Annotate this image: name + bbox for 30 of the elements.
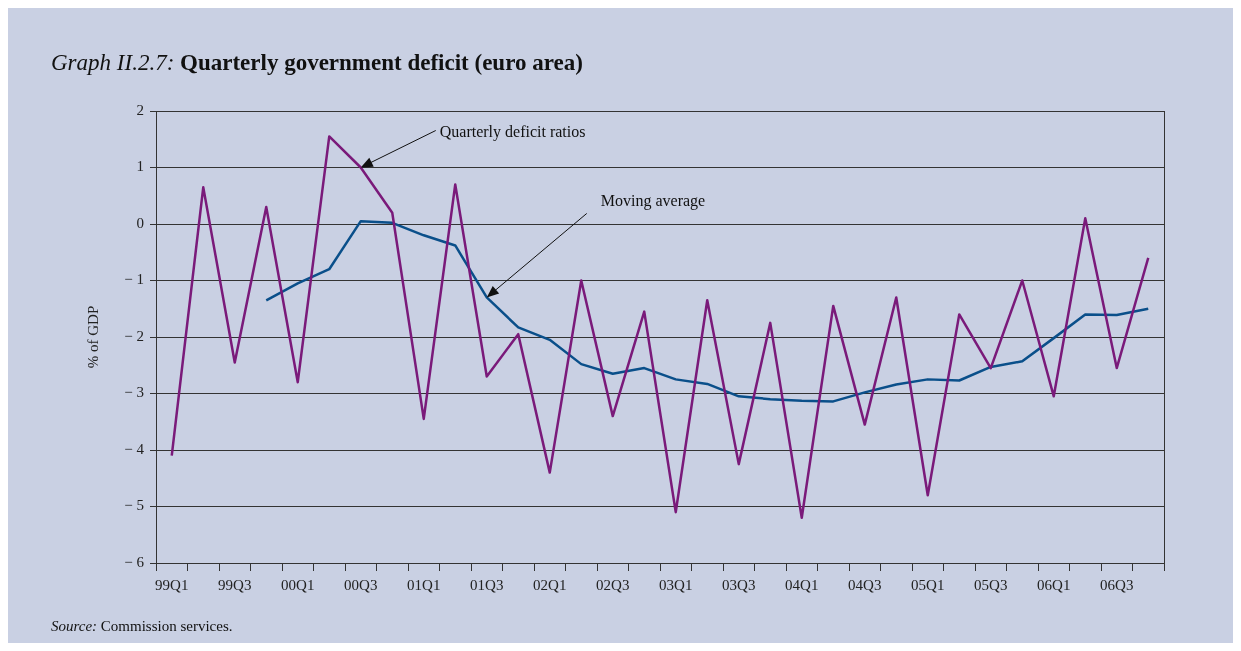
y-tick-label: 0 [136, 214, 144, 231]
y-tick-label: − 5 [124, 497, 144, 514]
x-tick-label: 05Q3 [974, 576, 1008, 593]
x-tick-label: 01Q1 [407, 576, 441, 593]
x-tick-label: 00Q1 [281, 576, 315, 593]
x-tick-label: 06Q3 [1100, 576, 1134, 593]
x-tick-label: 02Q3 [596, 576, 630, 593]
y-axis-title: % of GDP [84, 305, 101, 369]
y-tick-label: 2 [136, 101, 144, 118]
annotation: Quarterly deficit ratios [439, 122, 586, 141]
x-tick-label: 05Q1 [911, 576, 945, 593]
source-note: Source: Commission services. [51, 618, 233, 634]
chart-title: Graph II.2.7: Quarterly government deficit (euro area) [51, 50, 583, 75]
x-tick-label: 02Q1 [533, 576, 567, 593]
x-tick-label: 99Q3 [218, 576, 252, 593]
annotation: Moving average [600, 191, 706, 210]
y-tick-label: 1 [136, 158, 144, 175]
x-tick-label: 03Q1 [659, 576, 693, 593]
y-tick-label: − 1 [124, 271, 144, 288]
x-tick-label: 03Q3 [722, 576, 756, 593]
y-tick-label: − 3 [124, 384, 144, 401]
y-tick-label: − 4 [124, 440, 145, 457]
x-tick-label: 00Q3 [344, 576, 378, 593]
x-tick-label: 04Q1 [785, 576, 819, 593]
x-tick-label: 99Q1 [155, 576, 189, 593]
y-tick-label: − 6 [124, 553, 145, 570]
y-tick-label: − 2 [124, 327, 144, 344]
x-tick-label: 04Q3 [848, 576, 882, 593]
x-tick-label: 06Q1 [1037, 576, 1071, 593]
x-tick-label: 01Q3 [470, 576, 504, 593]
